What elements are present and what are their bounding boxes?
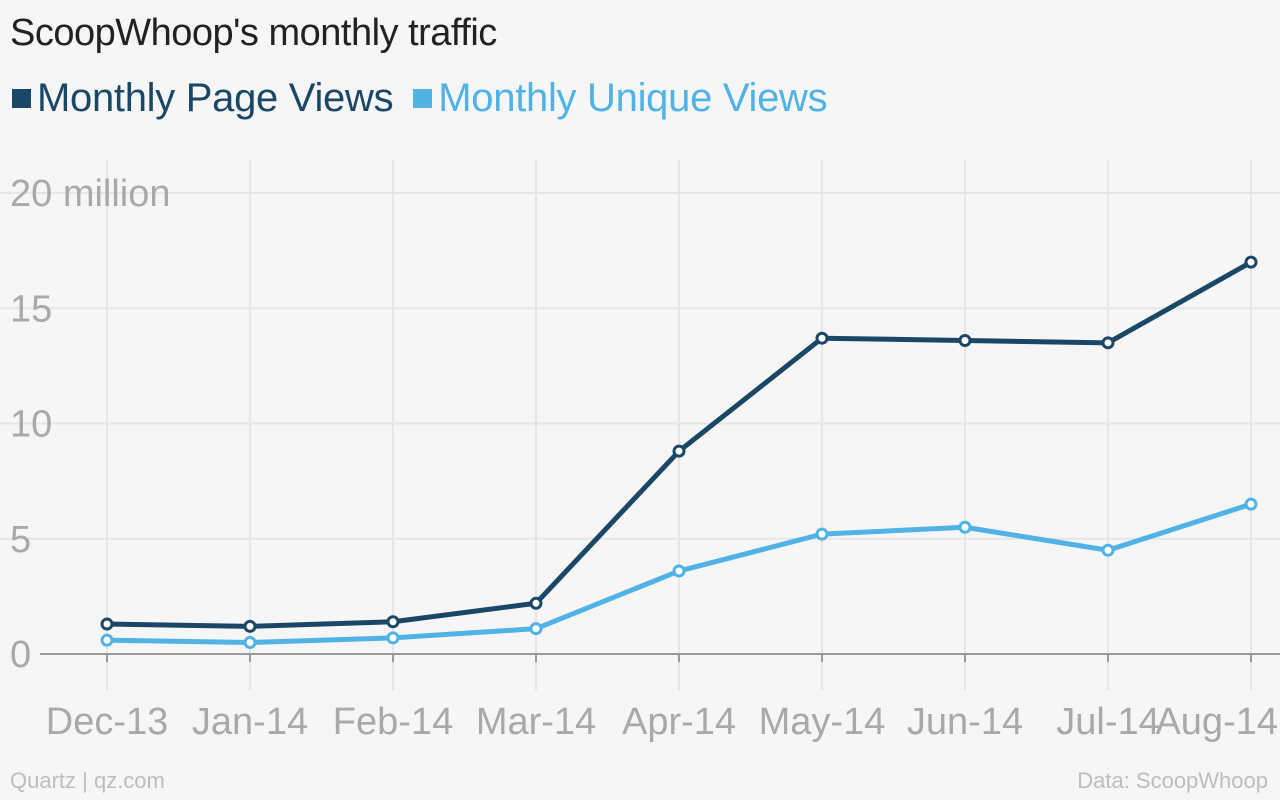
data-point-page-views bbox=[386, 615, 400, 629]
data-point-unique-views bbox=[672, 564, 686, 578]
data-point-unique-views bbox=[1101, 543, 1115, 557]
chart-title: ScoopWhoop's monthly traffic bbox=[10, 12, 497, 54]
data-point-unique-views bbox=[529, 622, 543, 636]
data-point-page-views bbox=[1101, 336, 1115, 350]
data-point-unique-views bbox=[243, 635, 257, 649]
data-point-page-views bbox=[958, 334, 972, 348]
legend-item-page-views: Monthly Page Views bbox=[12, 76, 394, 121]
data-point-page-views bbox=[1244, 255, 1258, 269]
x-tick-label: May-14 bbox=[759, 701, 886, 743]
legend-label-page-views: Monthly Page Views bbox=[37, 76, 394, 120]
data-point-unique-views bbox=[815, 527, 829, 541]
y-tick-label: 10 bbox=[10, 404, 52, 446]
data-point-unique-views bbox=[958, 520, 972, 534]
y-tick-label: 5 bbox=[10, 519, 31, 561]
y-tick-label: 0 bbox=[10, 634, 31, 676]
data-point-page-views bbox=[815, 331, 829, 345]
x-tick-label: Apr-14 bbox=[622, 701, 736, 743]
legend-swatch-page-views bbox=[12, 89, 31, 108]
x-tick-label: Jan-14 bbox=[192, 701, 308, 743]
axes bbox=[40, 653, 1280, 662]
x-tick-label: Jul-14 bbox=[1056, 701, 1160, 743]
data-point-page-views bbox=[243, 619, 257, 633]
data-source: Data: ScoopWhoop bbox=[1077, 768, 1268, 793]
data-point-unique-views bbox=[386, 631, 400, 645]
legend-swatch-unique-views bbox=[413, 89, 433, 108]
tick-labels: 0 5 10 15 20 million Dec-13 Jan-14 Feb-14 Mar-14… bbox=[10, 173, 1278, 743]
x-tick-label: Feb-14 bbox=[333, 701, 453, 743]
x-tick-label: Mar-14 bbox=[476, 701, 596, 743]
y-tick-label: 15 bbox=[10, 288, 52, 330]
data-points bbox=[100, 255, 1258, 649]
data-point-page-views bbox=[672, 444, 686, 458]
source-credit: Quartz | qz.com bbox=[10, 768, 165, 793]
y-tick-label: 20 million bbox=[10, 173, 171, 215]
legend: Monthly Page Views Monthly Unique Views bbox=[12, 76, 847, 121]
data-point-unique-views bbox=[100, 633, 114, 647]
data-point-unique-views bbox=[1244, 497, 1258, 511]
x-tick-label: Aug-14 bbox=[1155, 701, 1278, 743]
grid-lines bbox=[0, 160, 1280, 690]
legend-label-unique-views: Monthly Unique Views bbox=[438, 76, 828, 120]
x-tick-label: Jun-14 bbox=[907, 701, 1023, 743]
data-point-page-views bbox=[529, 596, 543, 610]
x-tick-label: Dec-13 bbox=[46, 701, 169, 743]
legend-item-unique-views: Monthly Unique Views bbox=[413, 76, 828, 121]
data-point-page-views bbox=[100, 617, 114, 631]
